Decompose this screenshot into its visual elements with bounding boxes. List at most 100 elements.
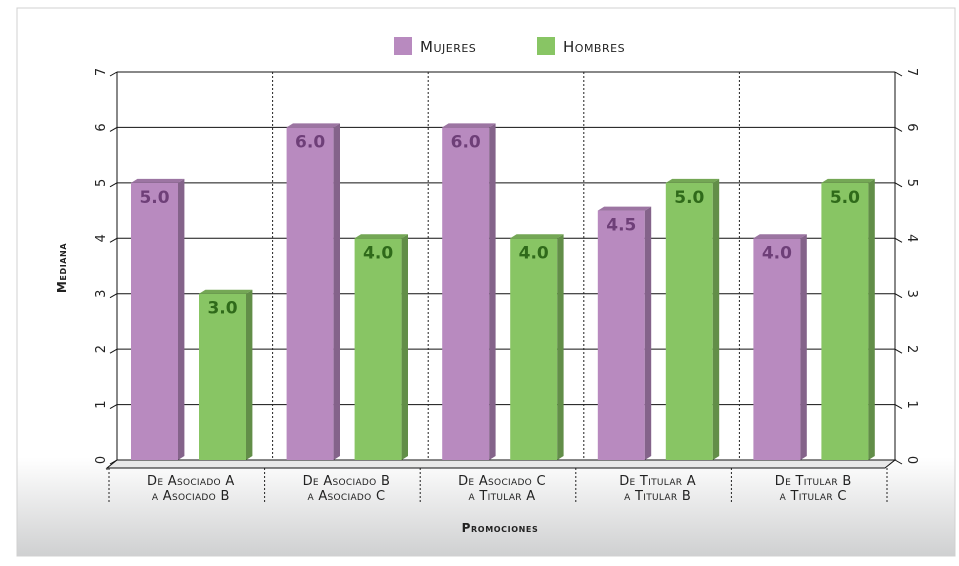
category-label: De Asociado C	[458, 474, 546, 489]
bar-mujeres-2: 6.0	[286, 123, 340, 460]
bar-mujeres-5: 4.0	[753, 234, 807, 460]
category-label: De Asociado A	[147, 474, 235, 489]
y-tick-label: 7	[94, 68, 109, 76]
data-label: 4.0	[519, 243, 549, 263]
data-label: 4.0	[363, 243, 393, 263]
bar-top	[286, 123, 340, 128]
category-label: a Titular C	[780, 489, 847, 504]
bar-side	[246, 289, 253, 460]
y-tick-mark-right	[894, 71, 903, 77]
x-axis-title: Promociones	[462, 521, 539, 535]
bar-front	[286, 127, 334, 460]
bar-side	[489, 123, 496, 460]
bar-side	[800, 234, 807, 460]
bars: 5.0 3.0 6.0 4.0 6.0 4.0 4.5 5.0 4.0 5.0	[131, 123, 875, 460]
y-tick-label-right: 3	[904, 290, 919, 298]
bar-hombres-1: 3.0	[199, 289, 253, 460]
category-label: a Titular B	[624, 489, 691, 504]
category-label: De Titular A	[619, 474, 696, 489]
bar-front	[131, 182, 178, 460]
data-label: 5.0	[674, 188, 704, 208]
bar-top	[354, 234, 408, 239]
y-tick-label: 1	[94, 400, 109, 408]
category-label: De Asociado B	[303, 474, 391, 489]
y-tick-mark-right	[894, 404, 903, 410]
bar-side	[401, 234, 408, 460]
y-tick-label-right: 6	[904, 123, 919, 131]
category-label: a Titular A	[469, 489, 536, 504]
bar-top	[753, 234, 807, 239]
bar-front	[510, 238, 558, 460]
y-tick-label: 4	[94, 234, 109, 242]
bar-top	[199, 289, 253, 294]
bar-front	[199, 293, 246, 460]
bar-front	[442, 127, 490, 460]
category-dividers	[108, 72, 888, 502]
bar-hombres-4: 5.0	[665, 178, 720, 460]
category-label: De Titular B	[775, 474, 852, 489]
bar-top	[665, 178, 720, 183]
y-tick-label-right: 2	[904, 345, 919, 353]
y-axis-title: Mediana	[55, 243, 69, 294]
y-tick-label-right: 1	[904, 400, 919, 408]
data-label: 6.0	[451, 132, 481, 152]
y-tick-label-right: 7	[904, 68, 919, 76]
data-label: 4.0	[762, 243, 792, 263]
bar-front	[354, 238, 402, 460]
legend-label: Hombres	[563, 38, 625, 56]
bar-side	[333, 123, 340, 460]
y-tick-mark-right	[894, 348, 903, 354]
y-tick-mark-right	[894, 459, 903, 465]
y-tick-mark	[109, 126, 118, 132]
bar-top	[131, 178, 185, 183]
y-tick-mark	[109, 71, 118, 77]
y-tick-mark	[109, 348, 118, 354]
bar-front	[597, 210, 645, 460]
bar-hombres-2: 4.0	[354, 234, 408, 460]
category-label: a Asociado B	[152, 489, 230, 504]
y-ticks-left: 0 1 2 3 4 5 6 7	[94, 68, 118, 465]
y-tick-label: 6	[94, 123, 109, 131]
data-label: 6.0	[295, 132, 325, 152]
y-tick-mark-right	[894, 293, 903, 299]
y-ticks-right: 0 1 2 3 4 5 6 7	[894, 68, 919, 465]
bar-hombres-3: 4.0	[510, 234, 564, 460]
y-tick-label-right: 5	[904, 179, 919, 187]
bar-side	[178, 178, 185, 460]
bar-mujeres-4: 4.5	[597, 206, 652, 460]
bar-top	[442, 123, 496, 128]
bar-top	[821, 178, 875, 183]
y-tick-label: 0	[94, 456, 109, 464]
bar-side	[644, 206, 652, 460]
legend: Mujeres Hombres	[394, 37, 625, 56]
y-tick-label: 3	[94, 290, 109, 298]
bar-side	[712, 178, 720, 460]
y-tick-label: 5	[94, 179, 109, 187]
bar-side	[557, 234, 564, 460]
data-label: 5.0	[139, 188, 169, 208]
y-tick-mark	[109, 237, 118, 243]
legend-swatch	[537, 37, 555, 55]
legend-label: Mujeres	[420, 38, 476, 56]
bar-top	[597, 206, 652, 211]
y-tick-mark	[109, 459, 118, 465]
y-tick-mark-right	[894, 237, 903, 243]
chart-floor	[105, 459, 897, 469]
bar-mujeres-3: 6.0	[442, 123, 496, 460]
y-tick-mark	[109, 293, 118, 299]
bar-hombres-5: 5.0	[821, 178, 875, 460]
bar-side	[868, 178, 875, 460]
y-tick-label-right: 4	[904, 234, 919, 242]
bar-top	[510, 234, 564, 239]
legend-swatch	[394, 37, 412, 55]
data-label: 5.0	[830, 188, 860, 208]
bar-front	[753, 238, 801, 460]
y-tick-mark	[109, 182, 118, 188]
legend-item-mujeres: Mujeres	[394, 37, 476, 56]
y-tick-label: 2	[94, 345, 109, 353]
category-label: a Asociado C	[307, 489, 385, 504]
data-label: 4.5	[606, 216, 636, 236]
bar-front	[665, 182, 713, 460]
legend-item-hombres: Hombres	[537, 37, 625, 56]
